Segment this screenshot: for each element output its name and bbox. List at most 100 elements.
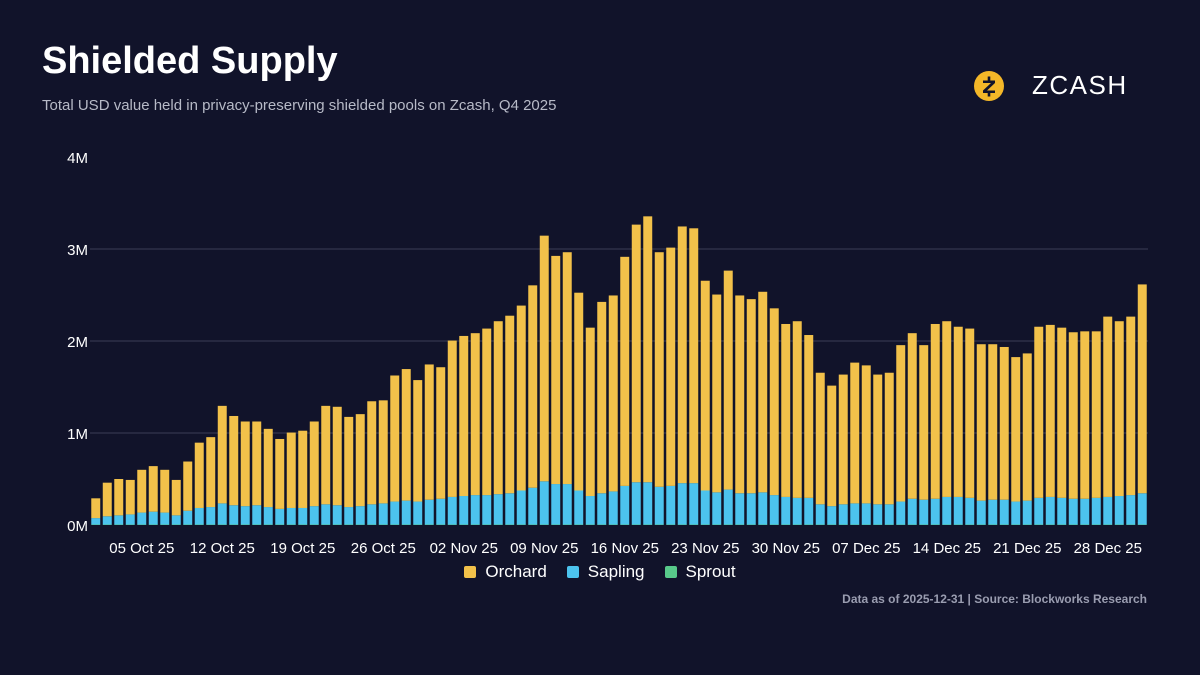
bar-sapling[interactable] xyxy=(1034,497,1044,525)
bar-sapling[interactable] xyxy=(114,515,124,525)
bar-orchard[interactable] xyxy=(861,365,871,504)
bar-orchard[interactable] xyxy=(482,328,492,496)
bar-sapling[interactable] xyxy=(666,485,676,525)
bar-sapling[interactable] xyxy=(482,495,492,525)
bar-sapling[interactable] xyxy=(620,485,630,525)
bar-sapling[interactable] xyxy=(344,507,354,525)
bar-sapling[interactable] xyxy=(873,504,883,525)
bar-sapling[interactable] xyxy=(976,500,986,525)
bar-orchard[interactable] xyxy=(160,469,170,513)
bar-sapling[interactable] xyxy=(102,516,112,525)
bar-sapling[interactable] xyxy=(562,484,572,525)
bar-orchard[interactable] xyxy=(102,482,112,517)
bar-sapling[interactable] xyxy=(160,512,170,525)
bar-orchard[interactable] xyxy=(390,375,400,502)
bar-orchard[interactable] xyxy=(252,421,262,506)
bar-sapling[interactable] xyxy=(942,496,952,525)
bar-sapling[interactable] xyxy=(1080,498,1090,525)
bar-orchard[interactable] xyxy=(263,428,273,508)
bar-sapling[interactable] xyxy=(597,493,607,525)
bar-orchard[interactable] xyxy=(528,285,538,488)
bar-sapling[interactable] xyxy=(286,507,296,525)
bar-sapling[interactable] xyxy=(332,505,342,525)
bar-orchard[interactable] xyxy=(942,321,952,497)
bar-sapling[interactable] xyxy=(183,510,193,525)
bar-orchard[interactable] xyxy=(321,405,331,505)
bar-sapling[interactable] xyxy=(275,508,285,525)
bar-sapling[interactable] xyxy=(689,483,699,525)
bar-orchard[interactable] xyxy=(723,270,733,490)
bar-sapling[interactable] xyxy=(1091,497,1101,525)
bar-orchard[interactable] xyxy=(459,335,469,497)
bar-sapling[interactable] xyxy=(919,499,929,525)
bar-orchard[interactable] xyxy=(850,362,860,504)
bar-orchard[interactable] xyxy=(217,405,227,504)
bar-sapling[interactable] xyxy=(907,498,917,525)
bar-orchard[interactable] xyxy=(1103,316,1113,497)
bar-orchard[interactable] xyxy=(505,315,515,494)
bar-sapling[interactable] xyxy=(367,504,377,525)
bar-sapling[interactable] xyxy=(781,496,791,525)
bar-sapling[interactable] xyxy=(252,505,262,525)
bar-orchard[interactable] xyxy=(137,469,147,513)
bar-sapling[interactable] xyxy=(1045,496,1055,525)
bar-sapling[interactable] xyxy=(827,506,837,525)
bar-orchard[interactable] xyxy=(689,228,699,484)
bar-orchard[interactable] xyxy=(539,235,549,482)
bar-orchard[interactable] xyxy=(896,345,906,502)
bar-orchard[interactable] xyxy=(309,421,319,507)
bar-sapling[interactable] xyxy=(321,504,331,525)
bar-sapling[interactable] xyxy=(654,486,664,525)
bar-sapling[interactable] xyxy=(240,506,250,525)
bar-sapling[interactable] xyxy=(758,492,768,525)
bar-orchard[interactable] xyxy=(470,333,480,496)
bar-orchard[interactable] xyxy=(873,374,883,505)
legend-item-sprout[interactable]: Sprout xyxy=(664,562,736,582)
bar-sapling[interactable] xyxy=(988,499,998,525)
bar-sapling[interactable] xyxy=(470,495,480,525)
bar-orchard[interactable] xyxy=(206,437,216,508)
bar-orchard[interactable] xyxy=(1011,357,1021,502)
bar-orchard[interactable] xyxy=(953,326,963,497)
bar-orchard[interactable] xyxy=(999,346,1009,500)
bar-orchard[interactable] xyxy=(884,372,894,505)
bar-orchard[interactable] xyxy=(516,305,526,491)
bar-orchard[interactable] xyxy=(620,256,630,486)
bar-orchard[interactable] xyxy=(988,344,998,500)
bar-sapling[interactable] xyxy=(125,514,135,525)
bar-orchard[interactable] xyxy=(298,430,308,508)
bar-orchard[interactable] xyxy=(447,340,457,497)
bar-sapling[interactable] xyxy=(401,500,411,525)
bar-sapling[interactable] xyxy=(539,481,549,525)
bar-orchard[interactable] xyxy=(171,479,181,516)
bar-sapling[interactable] xyxy=(355,506,365,525)
bar-sapling[interactable] xyxy=(585,496,595,525)
bar-sapling[interactable] xyxy=(505,493,515,525)
bar-sapling[interactable] xyxy=(792,497,802,525)
bar-orchard[interactable] xyxy=(930,323,940,499)
bar-orchard[interactable] xyxy=(965,328,975,498)
bar-sapling[interactable] xyxy=(194,507,204,525)
bar-sapling[interactable] xyxy=(447,496,457,525)
bar-sapling[interactable] xyxy=(298,507,308,525)
bar-sapling[interactable] xyxy=(1022,500,1032,525)
bar-orchard[interactable] xyxy=(148,466,158,512)
bar-sapling[interactable] xyxy=(735,493,745,525)
bar-orchard[interactable] xyxy=(562,252,572,485)
bar-sapling[interactable] xyxy=(608,491,618,525)
bar-orchard[interactable] xyxy=(700,280,710,491)
bar-orchard[interactable] xyxy=(631,224,641,483)
bar-orchard[interactable] xyxy=(436,367,446,499)
bar-sapling[interactable] xyxy=(746,493,756,525)
bar-sapling[interactable] xyxy=(551,484,561,525)
bar-orchard[interactable] xyxy=(367,401,377,505)
bar-sapling[interactable] xyxy=(1011,501,1021,525)
bar-orchard[interactable] xyxy=(574,292,584,491)
bar-sapling[interactable] xyxy=(229,505,239,525)
bar-orchard[interactable] xyxy=(1080,331,1090,499)
bar-orchard[interactable] xyxy=(91,498,101,519)
bar-orchard[interactable] xyxy=(643,216,653,483)
bar-sapling[interactable] xyxy=(884,504,894,525)
bar-sapling[interactable] xyxy=(206,507,216,525)
bar-orchard[interactable] xyxy=(401,369,411,501)
